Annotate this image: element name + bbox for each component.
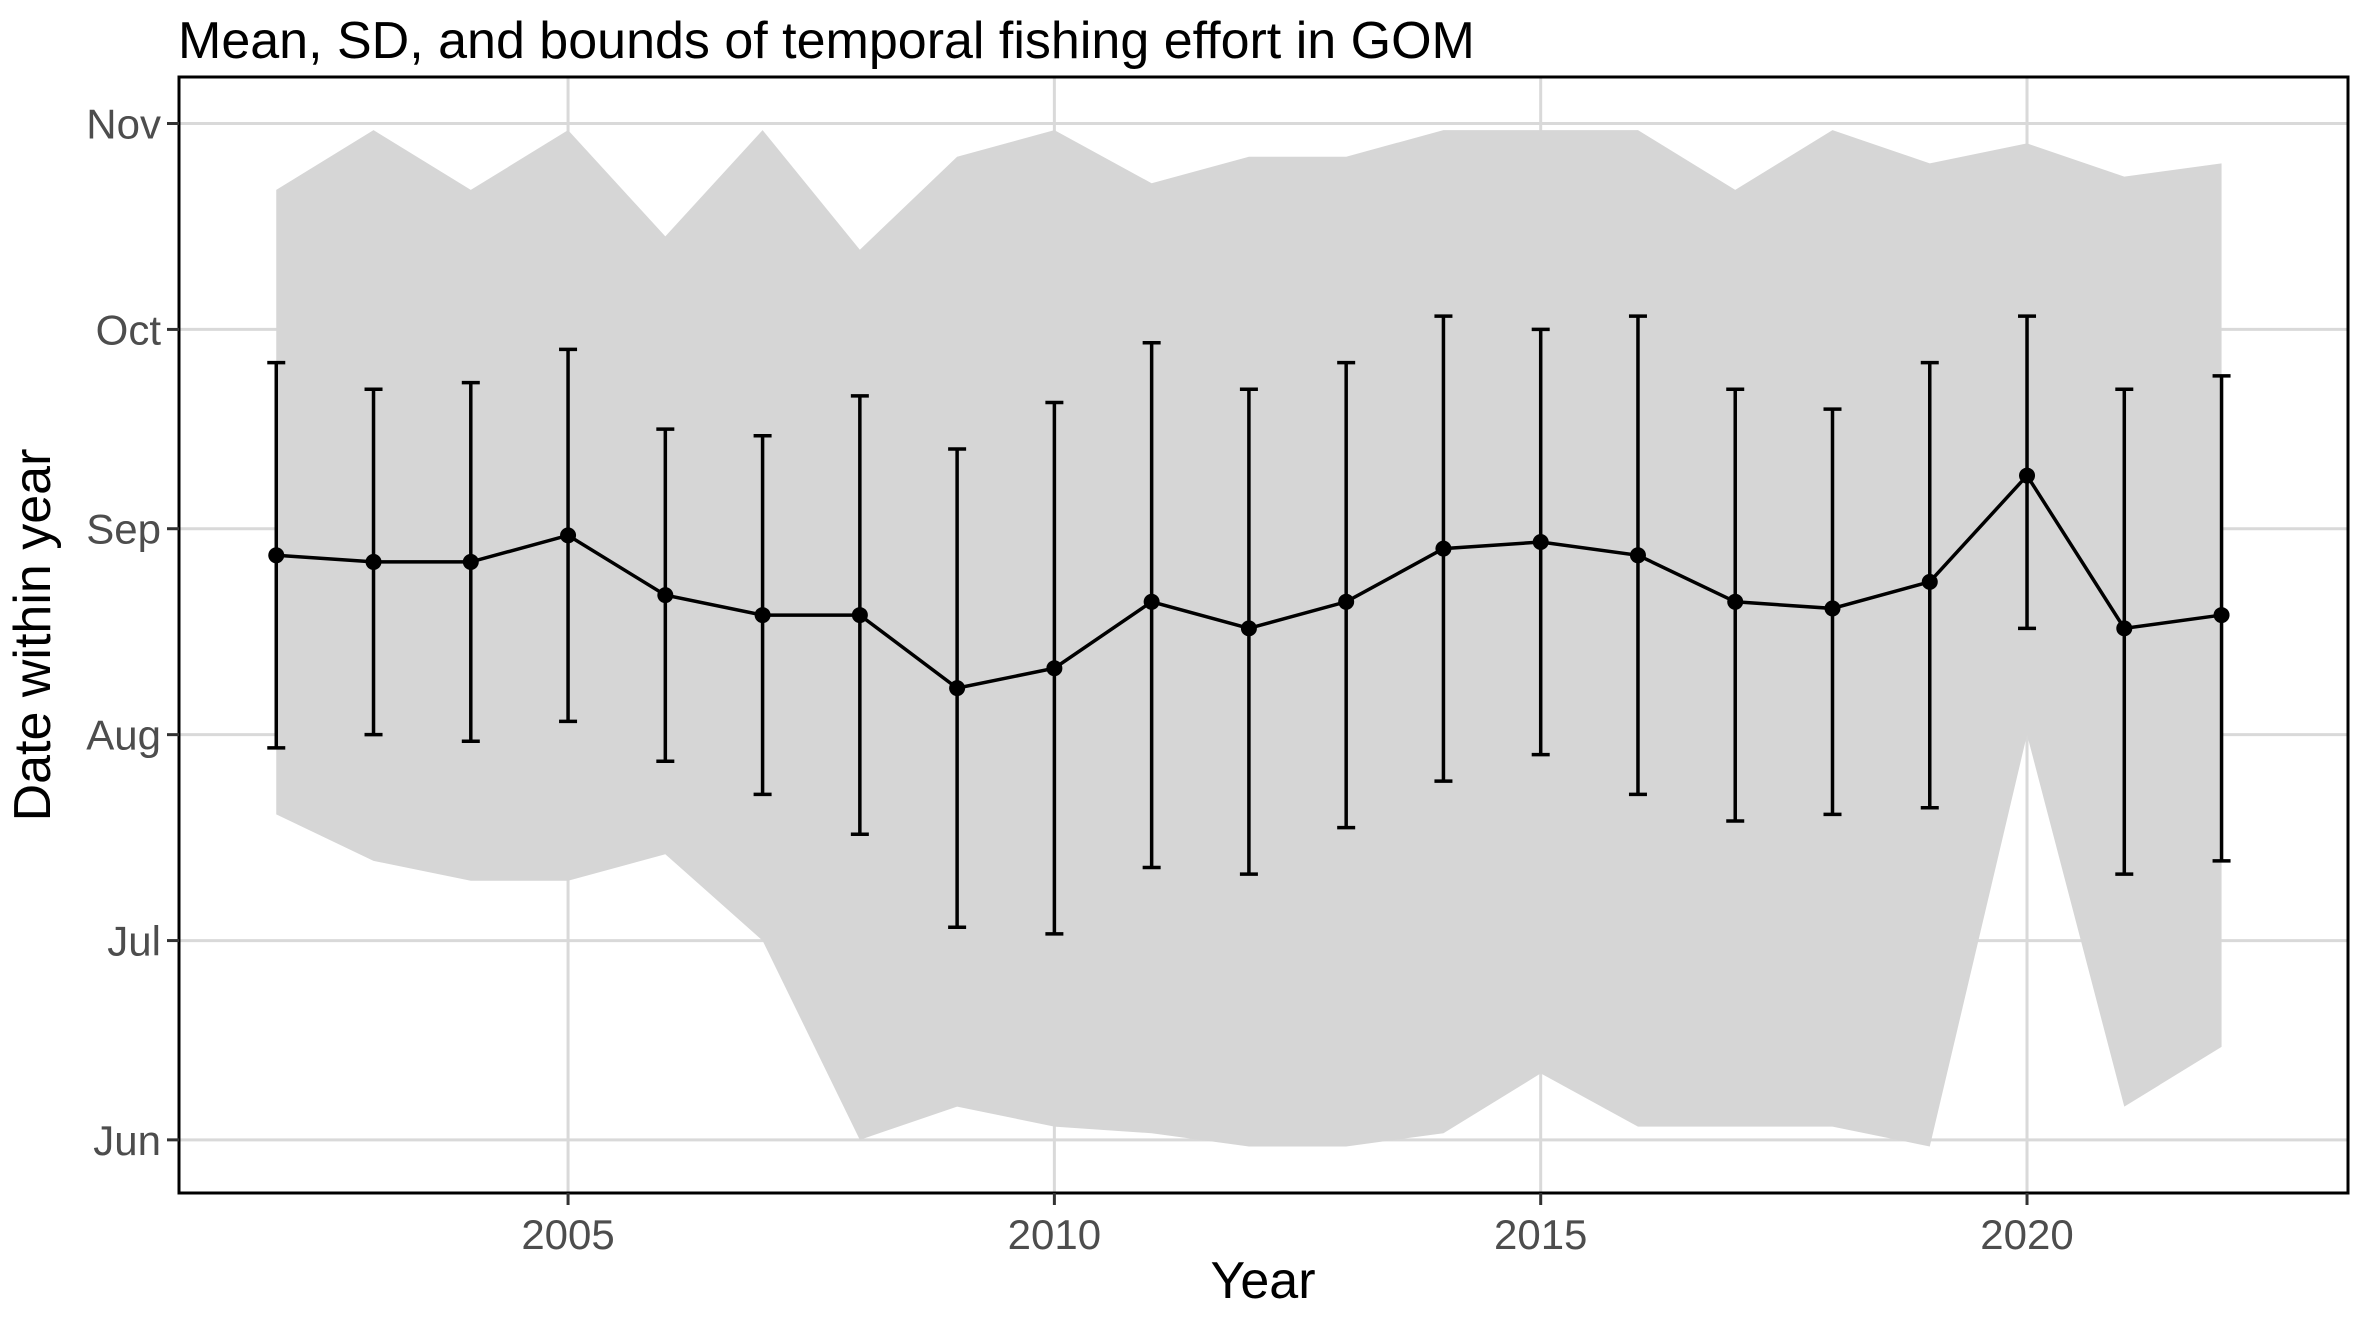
mean-point	[657, 587, 674, 604]
mean-point	[1435, 540, 1452, 557]
x-tick-label: 2015	[1494, 1211, 1587, 1258]
y-tick-label: Oct	[96, 306, 162, 353]
x-axis-title: Year	[1210, 1252, 1315, 1310]
mean-point	[2213, 607, 2230, 624]
mean-point	[2019, 467, 2036, 484]
mean-point	[1921, 573, 1938, 590]
y-axis-title: Date within year	[4, 449, 62, 822]
y-tick-label: Jul	[107, 918, 161, 965]
mean-point	[1727, 593, 1744, 610]
y-tick-label: Nov	[86, 101, 161, 148]
mean-point	[268, 547, 285, 564]
mean-point	[560, 527, 577, 544]
x-tick-label: 2020	[1980, 1211, 2073, 1258]
x-axis-ticks: 2005 2010 2015 2020	[521, 1193, 2074, 1258]
y-axis-ticks: Jun Jul Aug Sep Oct Nov	[86, 101, 179, 1164]
mean-point	[2116, 620, 2133, 637]
mean-point	[949, 680, 966, 697]
mean-point	[365, 553, 382, 570]
mean-point	[1629, 547, 1646, 564]
mean-point	[851, 607, 868, 624]
plot-panel	[177, 75, 2350, 1195]
mean-point	[1532, 534, 1549, 550]
mean-points	[268, 467, 2230, 697]
mean-point	[1824, 600, 1841, 617]
mean-point	[462, 553, 479, 570]
mean-point	[1143, 593, 1160, 610]
y-tick-label: Jun	[93, 1117, 161, 1164]
y-tick-label: Sep	[86, 506, 161, 553]
mean-point	[1338, 593, 1355, 610]
x-tick-label: 2010	[1008, 1211, 1101, 1258]
x-tick-label: 2005	[521, 1211, 614, 1258]
mean-point	[754, 607, 771, 624]
mean-point	[1240, 620, 1257, 637]
chart-title: Mean, SD, and bounds of temporal fishing…	[178, 12, 1475, 70]
mean-point	[1046, 660, 1063, 677]
y-tick-label: Aug	[86, 712, 161, 759]
